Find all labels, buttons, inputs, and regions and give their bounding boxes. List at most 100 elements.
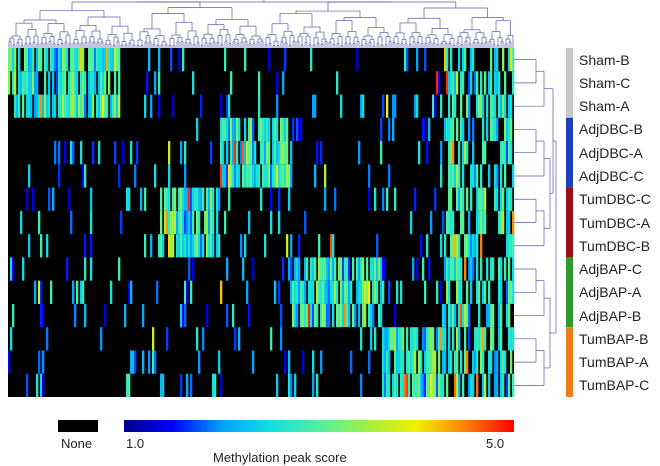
heatmap-cell bbox=[500, 350, 503, 374]
heatmap-cell bbox=[424, 48, 427, 72]
heatmap-cell bbox=[320, 141, 323, 165]
heatmap-cell bbox=[510, 327, 513, 351]
heatmap-cell bbox=[64, 71, 67, 95]
heatmap-cell bbox=[40, 373, 43, 397]
heatmap-cell bbox=[54, 94, 57, 118]
heatmap-cell bbox=[74, 94, 77, 118]
heatmap-cell bbox=[130, 141, 133, 165]
heatmap-cell bbox=[184, 210, 187, 235]
heatmap-cell bbox=[282, 141, 285, 165]
heatmap-cell bbox=[162, 234, 165, 258]
heatmap-cell bbox=[392, 373, 395, 397]
heatmap-cell bbox=[346, 303, 349, 328]
heatmap-cell bbox=[484, 280, 487, 304]
heatmap-cell bbox=[418, 141, 421, 165]
heatmap-cell bbox=[336, 280, 339, 304]
heatmap-cell bbox=[376, 234, 379, 258]
heatmap-cell bbox=[328, 303, 331, 328]
heatmap-cell bbox=[480, 94, 483, 118]
heatmap-cell bbox=[396, 280, 399, 304]
heatmap-cell bbox=[234, 327, 237, 351]
heatmap-cell bbox=[466, 94, 469, 118]
heatmap-cell bbox=[378, 303, 381, 328]
heatmap-cell bbox=[368, 164, 371, 188]
heatmap-cell bbox=[334, 280, 337, 304]
heatmap-cell bbox=[244, 48, 247, 72]
heatmap-cell bbox=[226, 117, 229, 142]
heatmap-cell bbox=[92, 141, 95, 165]
heatmap-cell bbox=[428, 257, 431, 281]
heatmap-cell bbox=[450, 71, 453, 95]
heatmap-cell bbox=[482, 373, 485, 397]
heatmap-cell bbox=[508, 257, 511, 281]
heatmap-cell bbox=[458, 141, 461, 165]
heatmap-cell bbox=[162, 373, 165, 397]
heatmap-cell bbox=[70, 71, 73, 95]
heatmap-cell bbox=[224, 210, 227, 235]
heatmap-cell bbox=[420, 373, 423, 397]
heatmap-cell bbox=[296, 117, 299, 142]
heatmap-cell bbox=[330, 280, 333, 304]
row-label: TumDBC-A bbox=[579, 214, 651, 231]
heatmap-cell bbox=[28, 234, 31, 258]
heatmap-cell bbox=[70, 94, 73, 118]
heatmap-cell bbox=[460, 303, 463, 328]
heatmap-cell bbox=[490, 257, 493, 281]
heatmap-cell bbox=[456, 234, 459, 258]
heatmap-cell bbox=[290, 234, 293, 258]
heatmap-cell bbox=[286, 234, 289, 258]
heatmap-cell bbox=[440, 327, 443, 351]
group-color-bar bbox=[566, 187, 573, 258]
heatmap-cell bbox=[38, 94, 41, 118]
heatmap-cell bbox=[504, 350, 507, 374]
heatmap-cell bbox=[190, 373, 193, 397]
heatmap-cell bbox=[130, 280, 133, 304]
heatmap-cell bbox=[444, 350, 447, 374]
heatmap-cell bbox=[246, 280, 249, 304]
heatmap-cell bbox=[302, 350, 305, 374]
heatmap-cell bbox=[410, 350, 413, 374]
heatmap-cell bbox=[484, 373, 487, 397]
heatmap-cell bbox=[296, 280, 299, 304]
heatmap-cell bbox=[172, 94, 175, 118]
heatmap-cell bbox=[464, 234, 467, 258]
heatmap-cell bbox=[492, 117, 495, 142]
heatmap-cell bbox=[454, 303, 457, 328]
heatmap-cell bbox=[248, 210, 251, 235]
heatmap-cell bbox=[480, 327, 483, 351]
heatmap-cell bbox=[338, 303, 341, 328]
heatmap-cell bbox=[208, 210, 211, 235]
heatmap-cell bbox=[366, 257, 369, 281]
heatmap-cell bbox=[436, 280, 439, 304]
heatmap-cell bbox=[242, 164, 245, 188]
heatmap-cell bbox=[216, 187, 219, 211]
heatmap-cell bbox=[382, 327, 385, 351]
heatmap-cell bbox=[70, 141, 73, 165]
heatmap-cell bbox=[42, 94, 45, 118]
heatmap-cell bbox=[50, 280, 53, 304]
heatmap-cell bbox=[268, 141, 271, 165]
heatmap-cell bbox=[300, 303, 303, 328]
heatmap-cell bbox=[288, 164, 291, 188]
heatmap-cell bbox=[418, 350, 421, 374]
heatmap-cell bbox=[326, 280, 329, 304]
row-label: AdjDBC-B bbox=[579, 121, 643, 138]
heatmap-cell bbox=[480, 187, 483, 211]
heatmap-cell bbox=[410, 327, 413, 351]
heatmap-cell bbox=[510, 117, 513, 142]
heatmap-cell bbox=[412, 350, 415, 374]
heatmap-cell bbox=[184, 187, 187, 211]
heatmap-cell bbox=[466, 280, 469, 304]
heatmap-cell bbox=[18, 71, 21, 95]
heatmap-cell bbox=[478, 327, 481, 351]
heatmap-cell bbox=[106, 48, 109, 72]
heatmap-cell bbox=[88, 94, 91, 118]
heatmap-cell bbox=[40, 280, 43, 304]
heatmap-cell bbox=[416, 94, 419, 118]
heatmap-cell bbox=[388, 280, 391, 304]
heatmap-cell bbox=[490, 94, 493, 118]
heatmap-cell bbox=[450, 234, 453, 258]
heatmap-cell bbox=[476, 234, 479, 258]
heatmap-cell bbox=[72, 71, 75, 95]
heatmap-cell bbox=[82, 48, 85, 72]
